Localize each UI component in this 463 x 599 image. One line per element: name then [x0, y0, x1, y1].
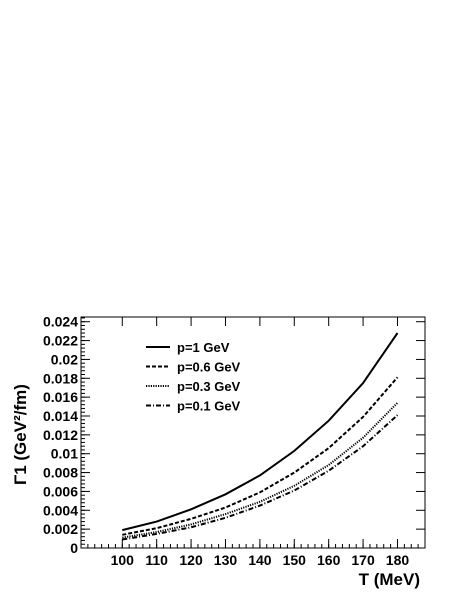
series-line-4: [122, 414, 399, 541]
x-tick-label: 150: [283, 552, 307, 568]
legend-label-2: p=0.6 GeV: [177, 360, 241, 375]
legend-label-1: p=1 GeV: [177, 340, 230, 355]
x-axis-ticks: 100 110 120 130 140 150 160 170 180: [87, 317, 419, 568]
y-tick-label: 0.016: [43, 389, 78, 405]
x-tick-label: 140: [248, 552, 272, 568]
x-tick-label: 180: [386, 552, 410, 568]
x-tick-label: 120: [179, 552, 203, 568]
x-tick-label: 110: [145, 552, 168, 568]
y-tick-label: 0.02: [51, 351, 78, 367]
legend-label-4: p=0.1 GeV: [177, 399, 241, 414]
x-tick-label: 100: [111, 552, 135, 568]
y-tick-label: 0.024: [43, 314, 78, 330]
x-tick-label: 130: [214, 552, 238, 568]
y-tick-label: 0: [70, 540, 78, 556]
series-line-1: [122, 332, 399, 532]
y-tick-label: 0.022: [43, 333, 78, 349]
x-tick-label: 160: [317, 552, 341, 568]
y-tick-label: 0.006: [43, 483, 78, 499]
series-line-3: [122, 402, 399, 539]
y-tick-label: 0.01: [51, 446, 78, 462]
x-tick-label: 170: [351, 552, 375, 568]
y-tick-label: 0.012: [43, 427, 78, 443]
series-lines: [122, 332, 399, 541]
plot-frame: [80, 316, 426, 549]
y-tick-label: 0.014: [43, 408, 78, 424]
x-axis-title: T (MeV): [359, 570, 420, 589]
y-axis-ticks: 0 0.002 0.004 0.006 0.008 0.01 0.012 0.014 0.016…: [43, 314, 425, 556]
series-line-2: [122, 376, 399, 536]
y-tick-label: 0.008: [43, 465, 78, 481]
y-tick-label: 0.002: [43, 521, 78, 537]
y-axis-title: Γ1 (GeV²/fm): [11, 384, 30, 485]
legend-label-3: p=0.3 GeV: [177, 379, 241, 394]
y-tick-label: 0.004: [43, 502, 78, 518]
legend: p=1 GeV p=0.6 GeV p=0.3 GeV p=0.1 GeV: [146, 340, 241, 414]
y-tick-label: 0.018: [43, 370, 78, 386]
